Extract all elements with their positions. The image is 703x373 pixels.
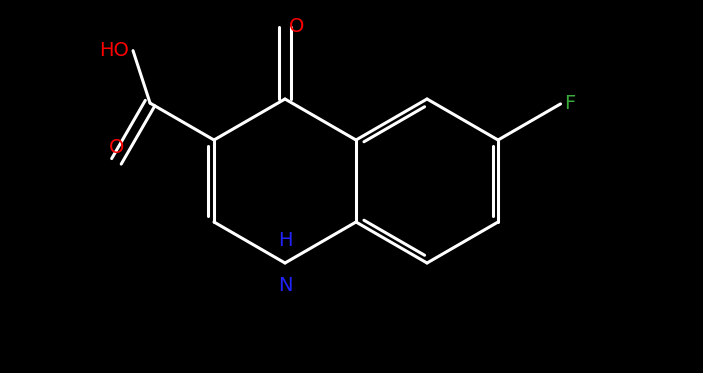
Text: H: H xyxy=(278,231,292,250)
Text: N: N xyxy=(278,276,292,295)
Text: F: F xyxy=(565,94,576,113)
Text: HO: HO xyxy=(99,41,129,60)
Text: O: O xyxy=(289,17,304,36)
Text: O: O xyxy=(109,138,124,157)
